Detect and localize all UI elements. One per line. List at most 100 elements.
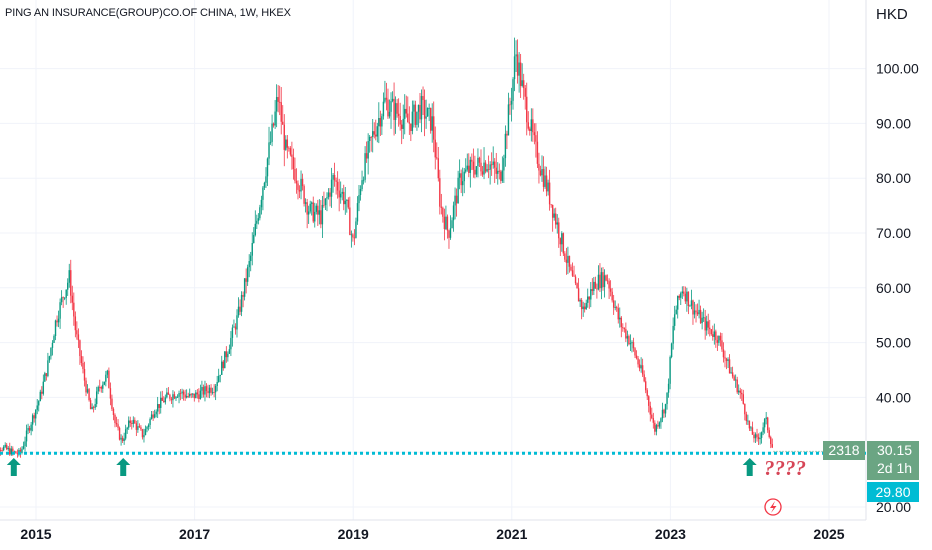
candle-body — [271, 123, 273, 142]
candle-body — [747, 420, 749, 422]
candle-body — [390, 101, 392, 112]
candle-body — [312, 202, 314, 222]
candle-body — [283, 124, 285, 150]
candle-body — [750, 427, 752, 429]
candle-body — [53, 335, 55, 343]
candle-body — [507, 104, 510, 136]
candle-body — [550, 204, 552, 206]
candle-body — [532, 119, 534, 133]
candle-body — [137, 426, 139, 430]
candle-body — [108, 370, 110, 389]
candle-body — [248, 261, 250, 268]
candle-body — [339, 193, 342, 198]
candle-body — [114, 414, 116, 423]
candle-body — [745, 414, 748, 422]
candle-body — [126, 427, 128, 430]
candle-body — [376, 126, 378, 137]
flash-icon[interactable] — [764, 498, 782, 516]
candle-body — [181, 391, 183, 394]
candle-body — [616, 307, 618, 309]
candle-body — [338, 190, 340, 198]
candle-body — [187, 396, 189, 397]
candle-body — [472, 161, 475, 170]
candle-body — [457, 177, 459, 204]
candle-body — [454, 195, 456, 206]
x-tick-label: 2021 — [496, 526, 527, 542]
candle-body — [504, 133, 507, 159]
candle-body — [646, 390, 648, 397]
candle-body — [291, 154, 293, 158]
candle-body — [99, 386, 101, 388]
y-tick-label: 60.00 — [876, 280, 911, 296]
candle-body — [237, 306, 240, 316]
candle-body — [684, 293, 687, 302]
candle-body — [135, 423, 138, 430]
candle-body — [590, 289, 592, 300]
x-axis-labels: 2015 2017 2019 2021 2023 2025 — [20, 526, 844, 542]
candle-body — [298, 189, 301, 192]
candle-body — [663, 409, 665, 414]
candle-body — [687, 291, 690, 306]
candle-body — [705, 321, 708, 331]
candle-body — [166, 392, 168, 398]
candle-body — [91, 407, 93, 410]
candle-body — [185, 396, 188, 398]
candle-body — [358, 194, 360, 204]
candle-body — [526, 96, 528, 123]
candle-body — [19, 449, 22, 453]
candle-body — [260, 199, 263, 208]
candle-body — [196, 392, 199, 395]
candle-body — [571, 270, 574, 276]
candle-body — [266, 158, 269, 177]
candle-body — [766, 417, 769, 431]
candle-body — [397, 113, 400, 116]
candle-body — [658, 422, 661, 427]
candle-body — [112, 408, 115, 415]
candle-body — [407, 113, 409, 123]
candle-body — [25, 430, 28, 442]
last-price-tag: 30.15 2d 1h — [867, 441, 919, 480]
candle-body — [664, 404, 667, 414]
candle-body — [111, 398, 113, 409]
candle-body — [468, 165, 470, 173]
candle-body — [565, 259, 568, 263]
candle-body — [210, 387, 212, 393]
candle-body — [124, 429, 127, 439]
candle-body — [672, 325, 674, 344]
candle-body — [278, 101, 281, 103]
candle-body — [394, 103, 397, 120]
candle-body — [102, 384, 104, 389]
candle-body — [405, 108, 407, 114]
candle-body — [651, 414, 653, 419]
candle-body — [152, 414, 154, 418]
candle-body — [593, 281, 595, 291]
candle-body — [545, 175, 548, 192]
candle-body — [63, 297, 66, 299]
candle-body — [44, 373, 46, 382]
candle-body — [262, 187, 264, 200]
candle-body — [289, 148, 292, 155]
candle-body — [359, 189, 362, 195]
candle-body — [771, 444, 773, 448]
candle-body — [434, 139, 436, 158]
candle-body — [428, 107, 430, 109]
candle-body — [285, 139, 287, 150]
candle-body — [67, 282, 69, 290]
candle-body — [562, 233, 565, 254]
candle-body — [140, 427, 142, 430]
candle-body — [193, 393, 195, 399]
candle-body — [54, 320, 57, 336]
candle-body — [551, 204, 554, 218]
candle-body — [719, 335, 722, 341]
candle-body — [579, 300, 581, 302]
candle-body — [455, 195, 458, 204]
candle-body — [164, 397, 167, 403]
candle-body — [515, 54, 517, 57]
candle-body — [73, 302, 75, 317]
candle-body — [481, 171, 484, 175]
candle-body — [153, 414, 156, 418]
candle-body — [712, 334, 714, 337]
candle-body — [117, 424, 119, 428]
candle-body — [280, 102, 282, 122]
